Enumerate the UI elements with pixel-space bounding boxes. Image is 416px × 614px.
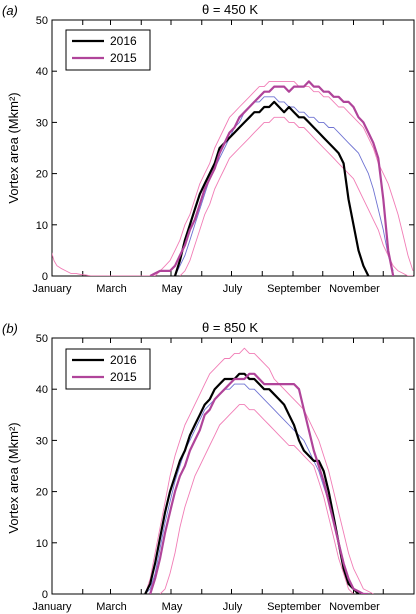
panel-a-series-envelope-line [52, 80, 414, 276]
panel-a-series-climatology-line [174, 96, 394, 276]
panel-b-series-envelope-line [159, 404, 354, 594]
panel-a-xtick-label: January [32, 283, 72, 295]
panel-a-frame [51, 19, 415, 277]
panel-b-ytick-label: 20 [36, 487, 48, 499]
panel-a-series-envelope-line [179, 116, 413, 276]
panel-b-ytick-label: 50 [36, 333, 48, 345]
panel-a-ytick-label: 0 [42, 271, 48, 283]
panel-a-xtick-label: March [96, 283, 127, 295]
panel-b-ytick-label: 40 [36, 384, 48, 396]
panel-a: (a) θ = 450 K Vortex area (Mkm²) 0 10 20 30… [2, 2, 415, 295]
panel-b-xtick-label: January [32, 601, 72, 613]
panel-b-title: θ = 850 K [202, 320, 258, 335]
panel-a-label: (a) [2, 3, 18, 18]
panel-a-xtick-label: July [223, 283, 243, 295]
panel-a-ytick-label: 10 [36, 220, 48, 232]
panel-b-series-2015-line [149, 372, 369, 594]
panel-a-xtick-label: November [329, 283, 380, 295]
panel-b-legend-label-2015: 2015 [110, 370, 137, 384]
panel-a-ytick-label: 30 [36, 117, 48, 129]
panel-a-ytick-label: 40 [36, 66, 48, 78]
panel-b-ylabel: Vortex area (Mkm²) [6, 422, 21, 533]
panel-a-title: θ = 450 K [202, 2, 258, 17]
panel-b-series-envelope-line [144, 347, 374, 594]
panel-a-legend: 2016 2015 [65, 29, 151, 71]
panel-a-legend-label-2015: 2015 [110, 51, 137, 65]
panel-b-series-climatology-line [144, 383, 364, 594]
panel-b-legend-box [65, 348, 151, 390]
panel-b-legend: 2016 2015 [65, 348, 151, 390]
panel-b-xtick-label: March [96, 601, 127, 613]
panel-b-xtick-label: November [329, 601, 380, 613]
panel-b-ytick-label: 30 [36, 435, 48, 447]
panel-a-plot-area: 0 10 20 30 40 50 January March May July September N… [32, 15, 415, 295]
panel-a-series-2015-line [149, 80, 395, 276]
panel-b-label: (b) [2, 321, 18, 336]
panel-a-legend-label-2016: 2016 [110, 34, 137, 48]
panel-a-ylabel: Vortex area (Mkm²) [6, 92, 21, 203]
panel-b-xtick-label: September [267, 601, 321, 613]
panel-a-ytick-label: 20 [36, 169, 48, 181]
panel-b-legend-label-2016: 2016 [110, 353, 137, 367]
panel-b: (b) θ = 850 K Vortex area (Mkm²) 0 10 20 30… [2, 320, 415, 613]
panel-b-ytick-label: 0 [42, 589, 48, 601]
panel-a-series-2016-line [173, 100, 370, 276]
panel-b-plot-area: 0 10 20 30 40 50 January March May July September N… [32, 333, 415, 613]
panel-a-xtick-label: September [267, 283, 321, 295]
panel-a-ytick-label: 50 [36, 15, 48, 27]
panel-b-ytick-label: 10 [36, 538, 48, 550]
panel-a-legend-box [65, 29, 151, 71]
panel-b-series-2016-line [144, 372, 360, 594]
panel-b-xtick-label: May [162, 601, 183, 613]
panel-a-xtick-label: May [162, 283, 183, 295]
panel-b-frame [51, 337, 415, 595]
panel-b-xtick-label: July [223, 601, 243, 613]
